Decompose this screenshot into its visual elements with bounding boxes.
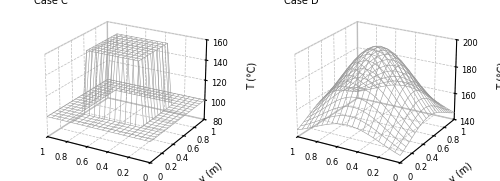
Y-axis label: y (m): y (m): [448, 161, 474, 181]
Text: Case C: Case C: [34, 0, 68, 6]
Text: Case D: Case D: [284, 0, 319, 6]
Y-axis label: y (m): y (m): [198, 161, 224, 181]
